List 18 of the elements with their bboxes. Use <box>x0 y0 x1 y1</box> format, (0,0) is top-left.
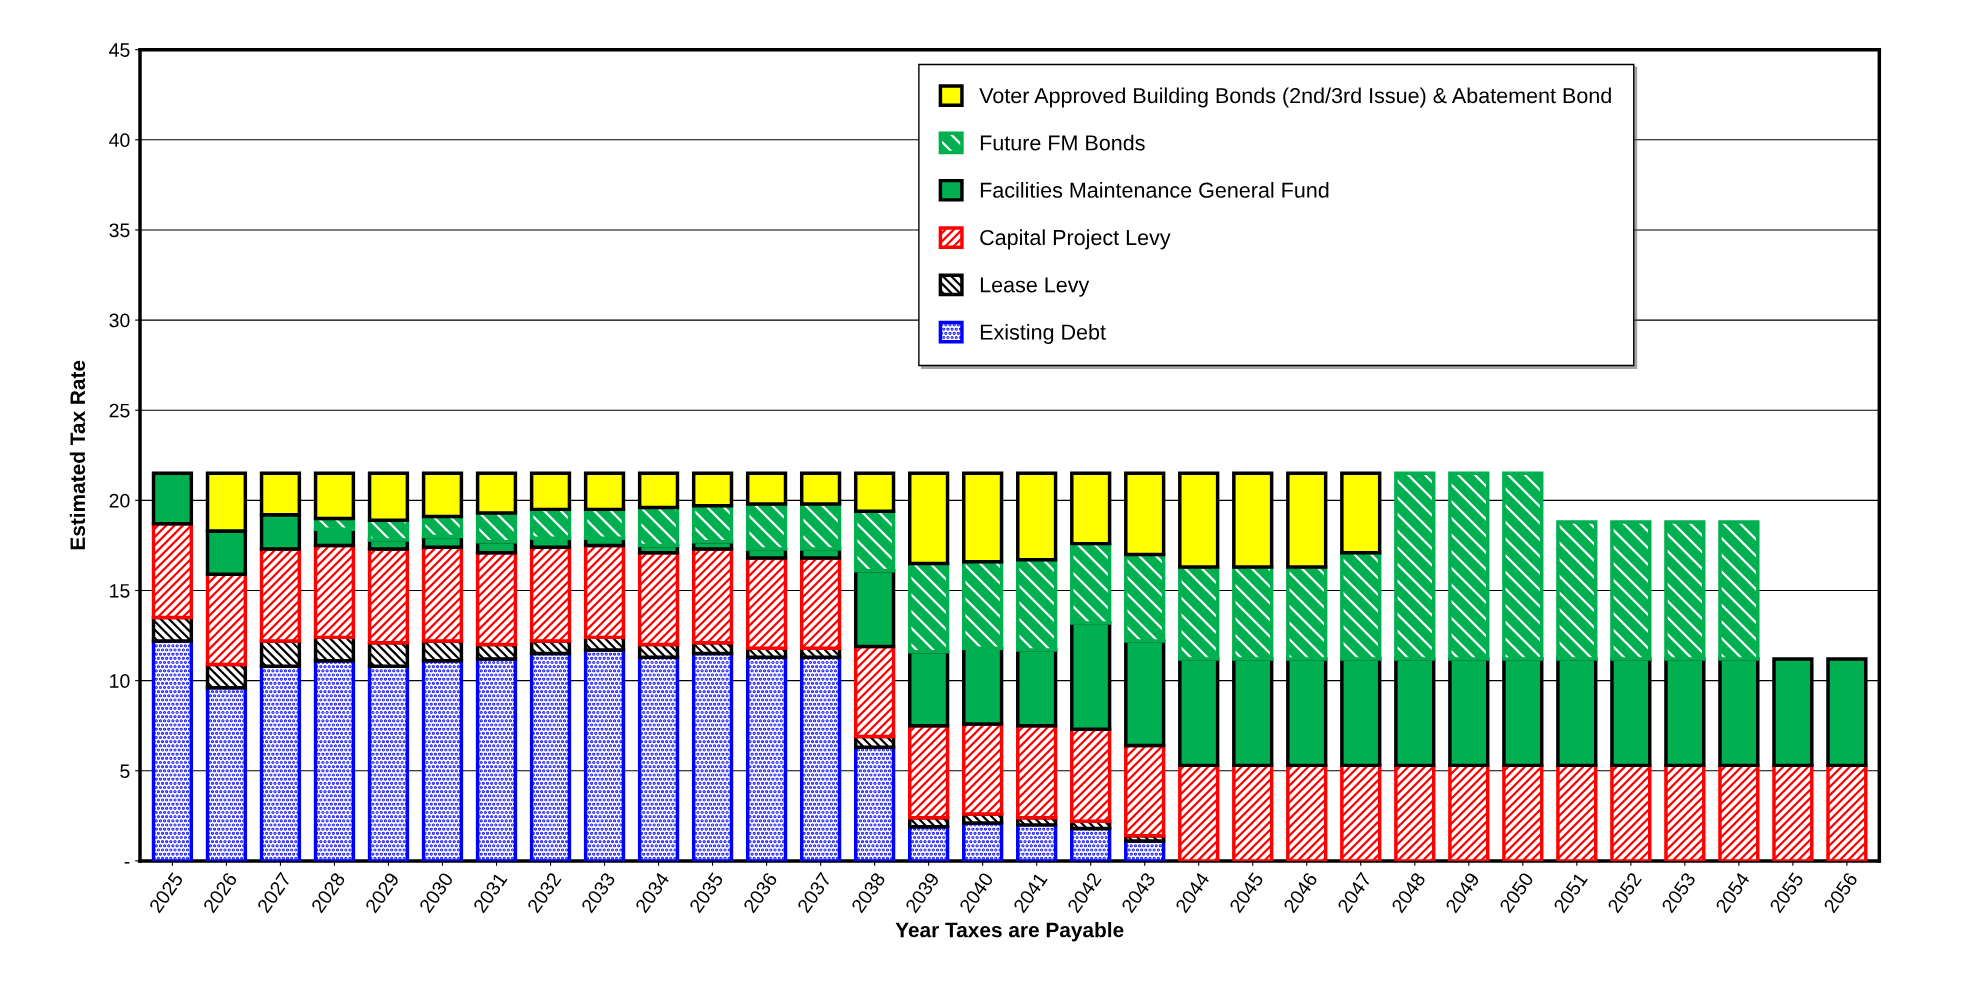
y-tick-label: 15 <box>110 584 130 598</box>
legend-label: Existing Debt <box>980 323 1106 345</box>
y-tick-label: 35 <box>109 223 130 238</box>
legend-label: Facilities Maintenance General Fund <box>980 182 1329 198</box>
y-axis-title: Estimated Tax Rate <box>69 360 86 550</box>
legend-label: Future FM Bonds <box>980 134 1145 151</box>
legend-label: Lease Levy <box>980 277 1090 297</box>
y-tick-label: 40 <box>109 133 130 148</box>
y-tick-label: 45 <box>109 43 130 57</box>
x-axis-title: Year Taxes are Payable <box>895 922 1124 942</box>
y-tick-label: 25 <box>109 403 130 418</box>
y-tick-label: 10 <box>110 674 130 688</box>
y-tick-label: 30 <box>109 313 130 328</box>
legend-label: Voter Approved Building Bonds (2nd/3rd Issue) & Abatement Bond <box>979 87 1611 108</box>
legend-label: Capital Project Levy <box>980 229 1171 250</box>
y-tick-label: - <box>124 862 130 864</box>
y-tick-label: 20 <box>109 493 130 508</box>
y-tick-label: 5 <box>120 764 130 779</box>
